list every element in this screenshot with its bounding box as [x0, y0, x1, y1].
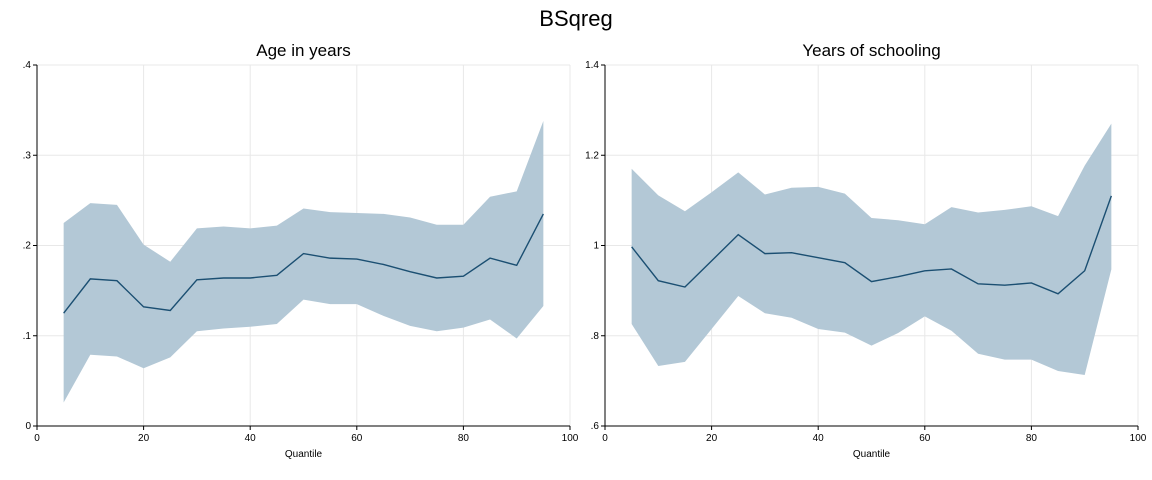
estimate-line: [631, 195, 1113, 295]
y-tick-label: .1: [23, 331, 32, 342]
x-tick-label: 0: [34, 433, 40, 444]
panel-1: 0 20 40 60 80 100 0 .1 .2 .3 .4 Age in years Quantil…: [23, 41, 579, 460]
x-tick-label: 0: [602, 433, 608, 444]
x-tick-label: 40: [813, 433, 825, 444]
x-tick-label: 60: [351, 433, 363, 444]
x-tick-label: 20: [706, 433, 718, 444]
x-axis-label: Quantile: [285, 449, 323, 460]
x-axis-label: Quantile: [853, 449, 891, 460]
y-tick-label: 0: [25, 421, 31, 432]
x-tick-label: 60: [919, 433, 931, 444]
y-tick-label: .6: [591, 421, 600, 432]
x-tick-label: 80: [458, 433, 470, 444]
estimate-line: [63, 213, 544, 314]
y-tick-label: .2: [23, 241, 32, 252]
y-tick-label: 1.2: [585, 150, 599, 161]
x-tick-label: 100: [1130, 433, 1147, 444]
y-tick-label: .8: [591, 331, 600, 342]
x-tick-label: 40: [245, 433, 257, 444]
panel-2: 0 20 40 60 80 100 .6 .8 1 1.2 1.4 Years of schoolin…: [585, 41, 1147, 460]
confidence-band: [63, 120, 544, 403]
panel-title: Years of schooling: [802, 41, 940, 60]
y-tick-label: 1: [593, 241, 599, 252]
x-tick-label: 100: [562, 433, 579, 444]
confidence-band: [631, 123, 1112, 376]
x-tick-label: 20: [138, 433, 150, 444]
x-tick-label: 80: [1026, 433, 1038, 444]
y-tick-label: 1.4: [585, 60, 599, 71]
panel-title: Age in years: [256, 41, 351, 60]
figure-title: BSqreg: [539, 6, 613, 31]
y-tick-label: .4: [23, 60, 32, 71]
y-tick-label: .3: [23, 150, 32, 161]
